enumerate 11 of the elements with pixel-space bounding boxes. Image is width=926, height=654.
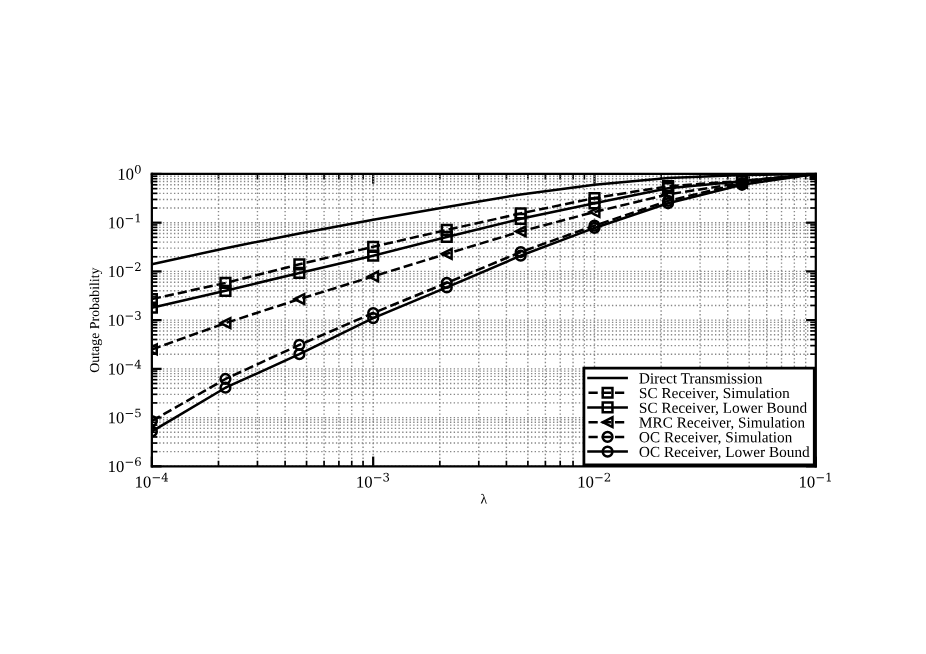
y-tick-label: 10$^{−5}$ xyxy=(109,408,141,424)
y-tick-label: 10$^{0}$ xyxy=(118,164,141,180)
y-tick-label: 10$^{−3}$ xyxy=(109,311,141,326)
y-tick-label: 10$^{−6}$ xyxy=(109,457,141,473)
y-tick-label: 10$^{−1}$ xyxy=(109,213,140,229)
x-tick-label: 10$^{−4}$ xyxy=(136,472,169,488)
x-tick-label: 10$^{−3}$ xyxy=(357,472,390,488)
x-tick-label: 10$^{−1}$ xyxy=(800,472,831,488)
y-tick-label: 10$^{−2}$ xyxy=(109,262,141,278)
y-tick-label: 10$^{−4}$ xyxy=(109,359,142,375)
x-tick-label: 10$^{−2}$ xyxy=(578,472,611,488)
